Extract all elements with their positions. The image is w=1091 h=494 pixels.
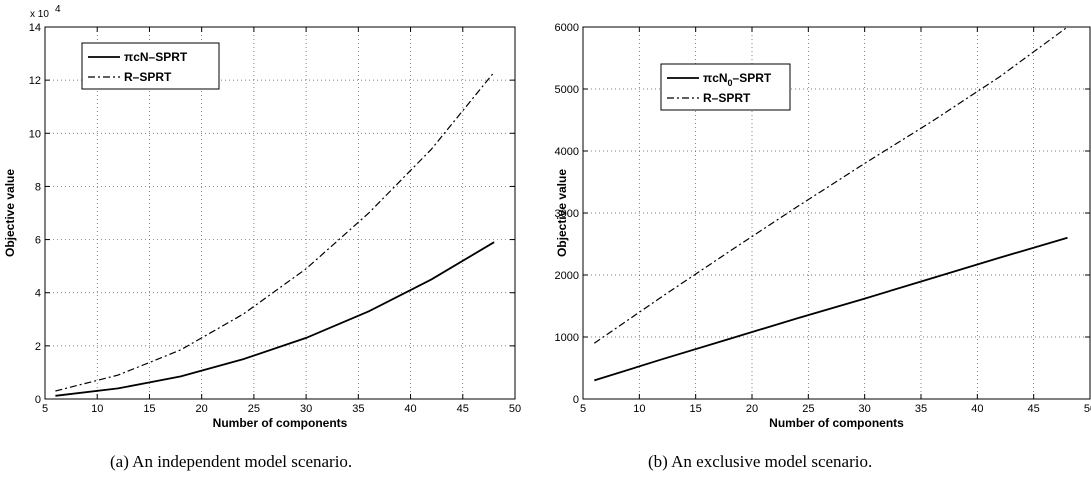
- y-tick-label: 6000: [555, 22, 579, 34]
- x-tick-label: 5: [580, 403, 586, 415]
- y-tick-label: 0: [573, 394, 579, 406]
- y-tick-label: 6: [35, 235, 41, 247]
- x-tick-label: 40: [404, 403, 416, 415]
- x-tick-label: 20: [746, 403, 758, 415]
- x-tick-label: 25: [248, 403, 260, 415]
- x-tick-label: 25: [802, 403, 814, 415]
- chart-b-exclusive-model: 5 10 15 20 25 30 35 40 45 50 0 1000 2000 3000 4000 5000…: [555, 22, 1091, 430]
- y-tick-label: 4000: [555, 146, 579, 158]
- legend-box: [660, 63, 791, 111]
- x-tick-label: 50: [1084, 403, 1091, 415]
- y-tick-label: 1000: [555, 332, 579, 344]
- series-line-solid: [55, 241, 495, 397]
- y-tick-label: 2000: [555, 270, 579, 282]
- y-tick-label: 14: [29, 22, 41, 34]
- y-multiplier-label: x 10: [30, 9, 49, 20]
- y-tick-label: 12: [29, 75, 41, 87]
- y-tick-label: 2: [35, 341, 41, 353]
- y-multiplier-exponent: 4: [55, 4, 61, 15]
- legend-suffix: –SPRT: [733, 71, 772, 85]
- y-tick-label: 5000: [555, 84, 579, 96]
- legend-entry-label: R–SPRT: [703, 91, 751, 105]
- legend-entry-label: πcN0–SPRT: [703, 71, 772, 88]
- x-tick-label: 30: [859, 403, 871, 415]
- x-axis-label: Number of components: [769, 416, 904, 430]
- y-axis-label: Objective value: [555, 169, 569, 257]
- x-tick-label: 35: [352, 403, 364, 415]
- legend-box: [81, 42, 220, 90]
- x-tick-label: 50: [509, 403, 521, 415]
- series-line-solid: [594, 236, 1068, 382]
- chart-a-independent-model: 5 10 15 20 25 30 35 40 45 50 0 2 4 6 8 10 12 14 x 10 4 Numbe…: [3, 4, 521, 430]
- y-tick-label: 4: [35, 288, 41, 300]
- x-axis-label: Number of components: [213, 416, 348, 430]
- x-tick-label: 15: [143, 403, 155, 415]
- y-axis-label: Objective value: [3, 169, 17, 257]
- caption-b: (b) An exclusive model scenario.: [648, 452, 873, 471]
- y-tick-label: 0: [35, 394, 41, 406]
- caption-a: (a) An independent model scenario.: [110, 452, 353, 471]
- x-tick-label: 15: [690, 403, 702, 415]
- series-line-dashdot: [55, 71, 495, 392]
- y-tick-label: 10: [29, 128, 41, 140]
- series-line-dashdot: [593, 26, 1068, 344]
- x-tick-label: 10: [633, 403, 645, 415]
- x-tick-label: 10: [91, 403, 103, 415]
- legend-entry-label: πcN–SPRT: [124, 50, 188, 64]
- x-tick-label: 5: [42, 403, 48, 415]
- legend-entry-label: R–SPRT: [124, 70, 172, 84]
- y-tick-label: 3000: [555, 208, 579, 220]
- x-tick-label: 30: [300, 403, 312, 415]
- x-tick-label: 35: [915, 403, 927, 415]
- x-tick-label: 20: [196, 403, 208, 415]
- x-tick-label: 45: [457, 403, 469, 415]
- x-tick-label: 40: [971, 403, 983, 415]
- x-tick-label: 45: [1028, 403, 1040, 415]
- y-tick-label: 8: [35, 181, 41, 193]
- legend-subscript: 0: [728, 78, 733, 88]
